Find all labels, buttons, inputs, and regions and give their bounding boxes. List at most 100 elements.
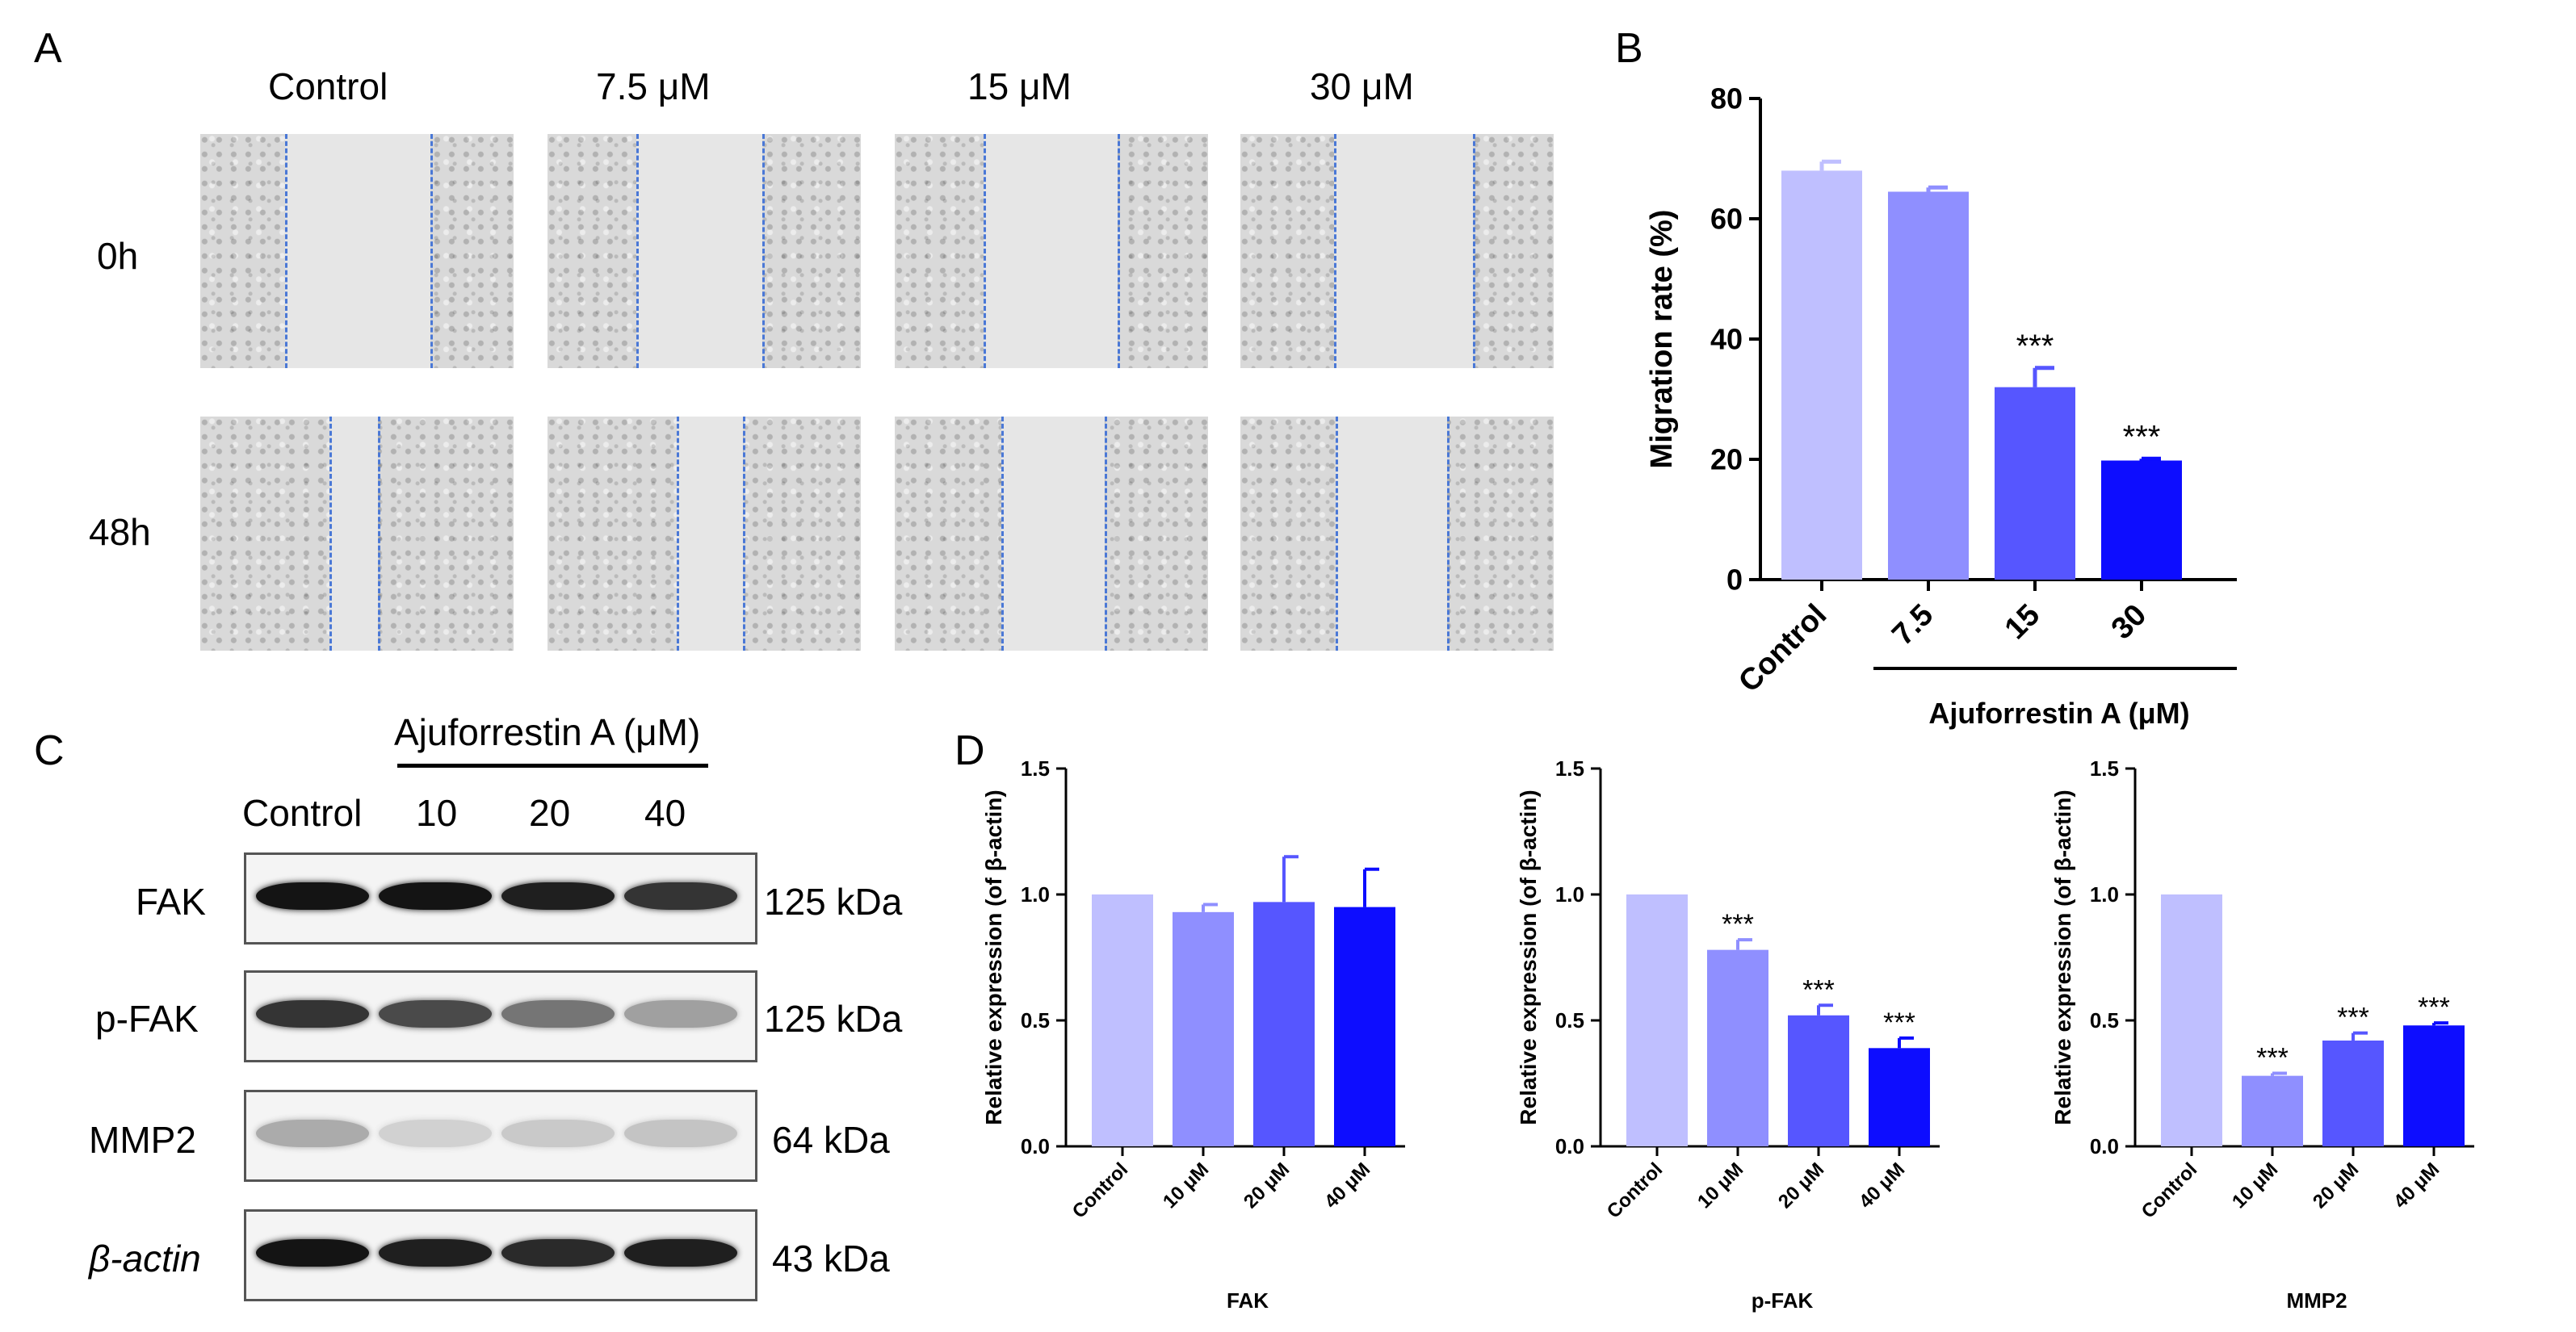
bar	[1995, 387, 2075, 580]
x-tick-label: Control	[1068, 1158, 1132, 1222]
wound-edge-left	[285, 134, 287, 368]
blot-size-fak: 125 kDa	[764, 881, 903, 923]
significance-marker: ***	[2256, 1043, 2289, 1074]
bar	[1092, 894, 1153, 1146]
treatment-label: Ajuforrestin A (μM)	[394, 711, 701, 753]
blot-band	[256, 1000, 369, 1028]
row-label-0h: 0h	[97, 235, 139, 277]
wound-edge-right	[762, 134, 765, 368]
wound-edge-right	[743, 417, 745, 651]
significance-marker: ***	[1883, 1007, 1915, 1038]
scratch-image-15-48h	[895, 417, 1208, 651]
wound-edge-left	[1001, 417, 1004, 651]
blot-band	[256, 1239, 369, 1267]
x-tick-label: 20 μM	[2309, 1158, 2363, 1213]
y-tick-label: 40	[1710, 323, 1743, 356]
y-tick-label: 0.5	[2090, 1008, 2119, 1033]
y-tick-label: 60	[1710, 203, 1743, 236]
col-label-15: 15 μM	[967, 65, 1072, 107]
bar	[2403, 1025, 2465, 1146]
col-label-control: Control	[268, 65, 388, 107]
bar	[1173, 911, 1234, 1146]
panel-label-c: C	[34, 727, 65, 774]
wound-edge-right	[1118, 134, 1120, 368]
x-axis-label: p-FAK	[1752, 1288, 1814, 1313]
scratch-image-7-5-48h	[548, 417, 861, 651]
blot-protein-beta-actin: β-actin	[89, 1238, 201, 1280]
mmp2-expression-chart: 0.0 0.5 1.0 1.5 Relative expression (of β-ac…	[2050, 756, 2474, 1313]
blot-band	[501, 1120, 615, 1147]
bar	[1253, 902, 1315, 1146]
x-tick-label: 40 μM	[2389, 1158, 2444, 1213]
significance-marker: ***	[2418, 992, 2450, 1023]
y-tick-label: 0.0	[1555, 1134, 1584, 1158]
panel-label-a: A	[34, 25, 62, 72]
scratch-image-control-0h	[200, 134, 514, 368]
x-tick-label: 15	[1999, 598, 2047, 647]
y-tick-label: 0	[1726, 563, 1743, 597]
x-axis-label: Ajuforrestin A (μM)	[1928, 697, 2189, 730]
bar	[2322, 1040, 2384, 1146]
x-axis-label: MMP2	[2286, 1288, 2347, 1313]
y-tick-label: 0.0	[1021, 1134, 1050, 1158]
bar	[1781, 170, 1862, 580]
x-tick-label: 40 μM	[1855, 1158, 1909, 1213]
y-tick-label: 1.5	[1021, 756, 1050, 781]
y-axis-label: Migration rate (%)	[1645, 210, 1679, 469]
bar	[1626, 894, 1688, 1146]
col-label-7-5: 7.5 μM	[596, 65, 711, 107]
y-tick-label: 0.0	[2090, 1134, 2119, 1158]
blot-band	[256, 1120, 369, 1147]
wound-edge-right	[378, 417, 380, 651]
y-tick-label: 80	[1710, 82, 1743, 115]
blot-band	[379, 1120, 492, 1147]
x-tick-label: Control	[1603, 1158, 1667, 1222]
scratch-image-30-0h	[1240, 134, 1554, 368]
blot-protein-fak: FAK	[136, 881, 206, 923]
blot-size-mmp2: 64 kDa	[772, 1119, 890, 1161]
significance-marker: ***	[2337, 1003, 2369, 1033]
scratch-image-7-5-0h	[548, 134, 861, 368]
y-axis-label: Relative expression (of β-actin)	[2050, 790, 2075, 1125]
x-tick-label: 10 μM	[1159, 1158, 1213, 1213]
bar	[2161, 894, 2222, 1146]
lane-label-40: 40	[644, 792, 686, 834]
bar	[2101, 460, 2182, 580]
blot-band	[501, 1239, 615, 1267]
wound-edge-right	[430, 134, 433, 368]
y-tick-label: 0.5	[1021, 1008, 1050, 1033]
blot-size-beta-actin: 43 kDa	[772, 1238, 890, 1280]
x-tick-label: 20 μM	[1240, 1158, 1294, 1213]
y-tick-label: 0.5	[1555, 1008, 1584, 1033]
western-blot-beta-actin	[244, 1209, 757, 1301]
lane-label-10: 10	[416, 792, 458, 834]
panel-label-d: D	[954, 727, 985, 774]
x-tick-label: 40 μM	[1320, 1158, 1374, 1213]
fak-expression-chart: 0.0 0.5 1.0 1.5 Relative expression (of β-ac…	[981, 756, 1405, 1313]
blot-band	[501, 882, 615, 910]
wound-edge-left	[984, 134, 986, 368]
x-tick-label: 10 μM	[2228, 1158, 2282, 1213]
western-blot-mmp2	[244, 1090, 757, 1182]
lane-label-20: 20	[529, 792, 571, 834]
x-tick-label: 20 μM	[1774, 1158, 1828, 1213]
x-axis-label: FAK	[1227, 1288, 1269, 1313]
row-label-48h: 48h	[89, 511, 151, 553]
wound-edge-left	[1334, 134, 1336, 368]
bar	[1334, 907, 1395, 1146]
wound-edge-right	[1105, 417, 1107, 651]
wound-edge-right	[1447, 417, 1450, 651]
scratch-image-15-0h	[895, 134, 1208, 368]
western-blot-fak	[244, 852, 757, 945]
treatment-bracket	[397, 764, 708, 768]
wound-edge-left	[636, 134, 639, 368]
blot-band	[379, 1000, 492, 1028]
significance-marker: ***	[1722, 909, 1754, 940]
blot-band	[256, 882, 369, 910]
blot-protein-p-fak: p-FAK	[95, 998, 199, 1040]
col-label-30: 30 μM	[1310, 65, 1414, 107]
wound-edge-left	[329, 417, 332, 651]
scratch-image-control-48h	[200, 417, 514, 651]
x-tick-label: 10 μM	[1693, 1158, 1747, 1213]
x-tick-label: 7.5	[1886, 598, 1940, 652]
